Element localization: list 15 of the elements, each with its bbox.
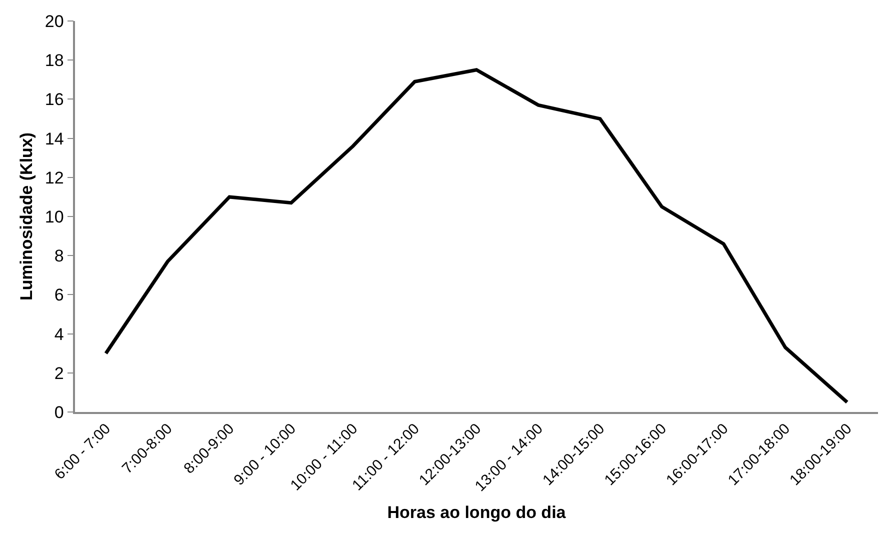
y-tick-label: 18	[44, 51, 64, 70]
y-tick-label: 16	[44, 90, 64, 110]
y-tick-label: 12	[44, 168, 64, 188]
x-tick-label: 6:00 - 7:00	[51, 420, 114, 484]
y-axis-title: Luminosidade (Klux)	[16, 132, 36, 301]
y-tick-label: 8	[54, 246, 64, 266]
y-tick-label: 6	[54, 286, 64, 305]
y-tick-label: 14	[44, 129, 64, 148]
y-tick-label: 2	[54, 364, 64, 383]
x-axis-title: Horas ao longo do dia	[387, 502, 566, 522]
line-series	[104, 68, 849, 404]
y-tick-label: 10	[44, 207, 64, 226]
y-tick-label: 0	[54, 402, 64, 422]
y-tick-label: 20	[44, 12, 64, 31]
y-tick-label: 4	[54, 324, 64, 344]
